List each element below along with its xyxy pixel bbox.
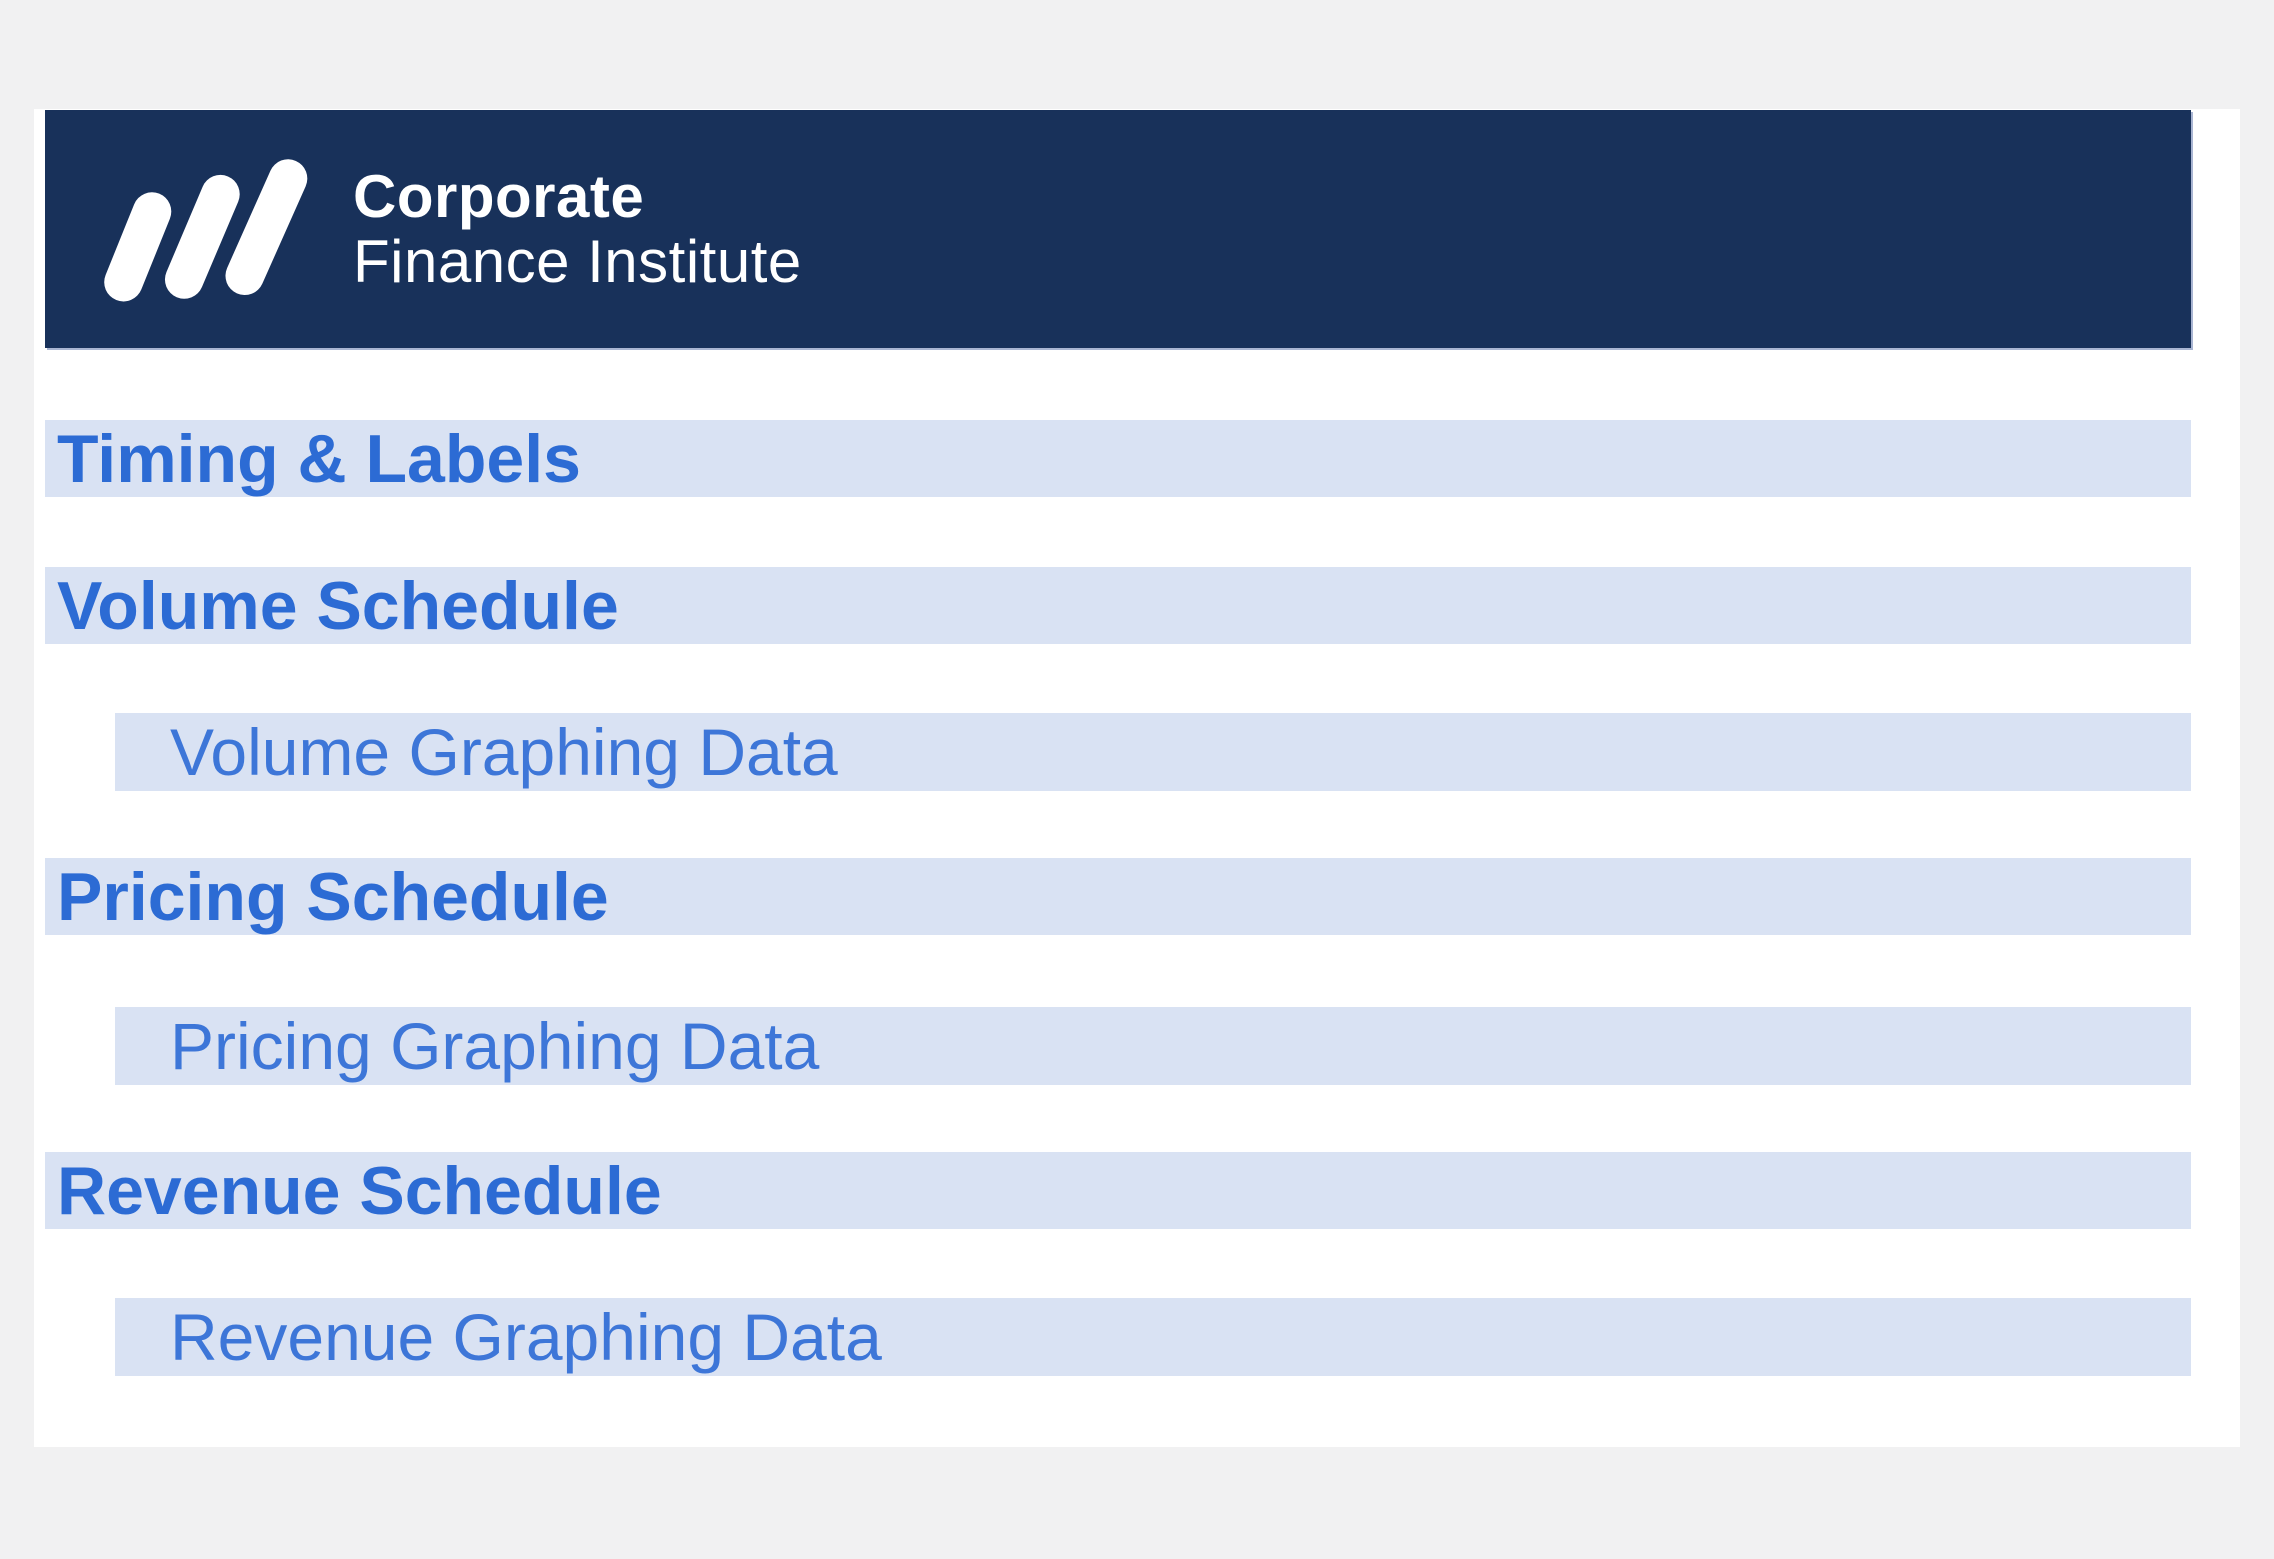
section-timing-and-labels[interactable]: Timing & Labels xyxy=(45,420,2191,497)
section-volume-schedule[interactable]: Volume Schedule xyxy=(45,567,2191,644)
section-pricing-schedule[interactable]: Pricing Schedule xyxy=(45,858,2191,935)
section-pricing-graphing-data[interactable]: Pricing Graphing Data xyxy=(115,1007,2191,1085)
section-revenue-schedule[interactable]: Revenue Schedule xyxy=(45,1152,2191,1229)
logo-subtitle: Finance Institute xyxy=(353,228,802,295)
cfi-triple-bar-icon xyxy=(104,159,308,302)
section-volume-graphing-data[interactable]: Volume Graphing Data xyxy=(115,713,2191,791)
logo-wordmark: Corporate Finance Institute xyxy=(353,164,802,294)
worksheet: Corporate Finance Institute Timing & Lab… xyxy=(34,109,2240,1447)
cfi-logo: Corporate Finance Institute xyxy=(104,151,802,307)
logo-title: Corporate xyxy=(353,163,645,230)
section-revenue-graphing-data[interactable]: Revenue Graphing Data xyxy=(115,1298,2191,1376)
brand-header: Corporate Finance Institute xyxy=(45,110,2191,348)
